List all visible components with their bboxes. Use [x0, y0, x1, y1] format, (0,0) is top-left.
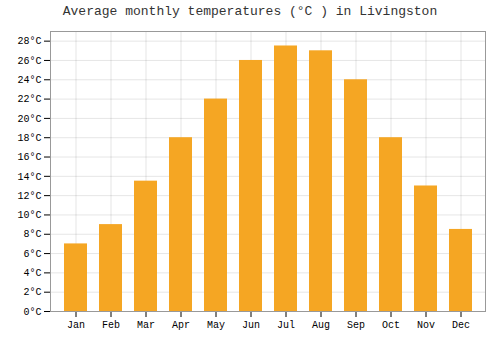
svg-text:Mar: Mar — [137, 320, 155, 331]
svg-text:Apr: Apr — [172, 320, 190, 331]
svg-text:Sep: Sep — [347, 320, 365, 331]
svg-text:24°C: 24°C — [17, 75, 41, 86]
html-text:Average monthly temperatures (: Average monthly temperatures (°C ) in Li… — [62, 4, 438, 19]
svg-text:10°C: 10°C — [17, 210, 41, 221]
svg-text:Oct: Oct — [382, 320, 400, 331]
svg-text:Nov: Nov — [417, 320, 435, 331]
svg-text:4°C: 4°C — [23, 268, 41, 279]
svg-text:Feb: Feb — [102, 320, 120, 331]
svg-text:20°C: 20°C — [17, 114, 41, 125]
svg-text:Dec: Dec — [452, 320, 470, 331]
svg-text:6°C: 6°C — [23, 249, 41, 260]
svg-text:12°C: 12°C — [17, 191, 41, 202]
svg-text:May: May — [207, 320, 225, 331]
svg-text:2°C: 2°C — [23, 287, 41, 298]
svg-text:Jun: Jun — [242, 320, 260, 331]
svg-text:16°C: 16°C — [17, 152, 41, 163]
svg-text:22°C: 22°C — [17, 94, 41, 105]
svg-text:14°C: 14°C — [17, 172, 41, 183]
svg-text:18°C: 18°C — [17, 133, 41, 144]
svg-text:28°C: 28°C — [17, 36, 41, 47]
svg-text:Jan: Jan — [67, 320, 85, 331]
svg-text:0°C: 0°C — [23, 307, 41, 318]
svg-text:8°C: 8°C — [23, 229, 41, 240]
svg-text:26°C: 26°C — [17, 56, 41, 67]
svg-text:Aug: Aug — [312, 320, 330, 331]
svg-text:Jul: Jul — [277, 320, 295, 331]
